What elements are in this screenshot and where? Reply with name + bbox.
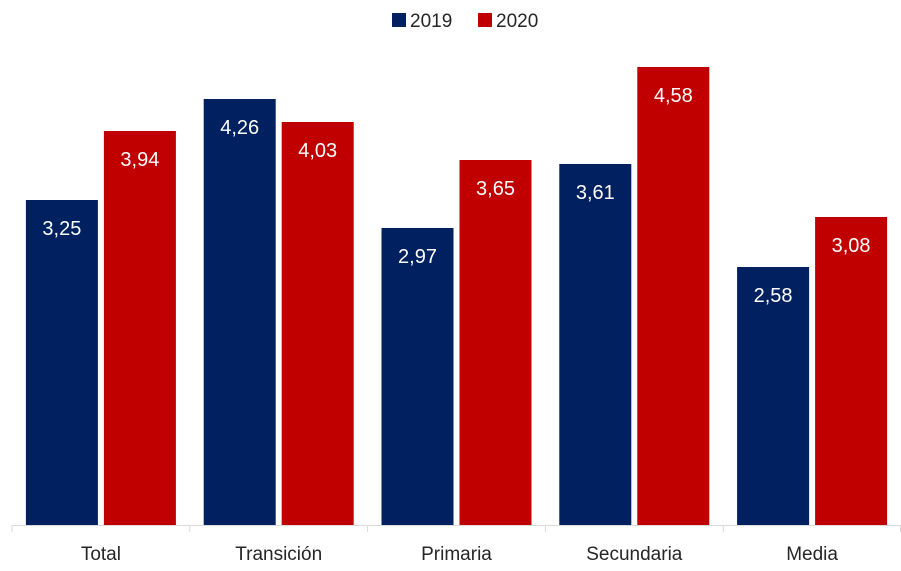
legend-swatch-2019 bbox=[392, 13, 406, 27]
category-label-3: Secundaria bbox=[586, 544, 683, 565]
legend-item-2019: 2019 bbox=[392, 11, 452, 32]
category-label-0: Total bbox=[81, 544, 121, 565]
legend: 2019 2020 bbox=[392, 11, 538, 32]
data-label-2019-2: 2,97 bbox=[398, 246, 437, 268]
data-label-2019-1: 4,26 bbox=[220, 117, 259, 139]
x-axis bbox=[11, 525, 901, 532]
legend-label-2019: 2019 bbox=[410, 11, 452, 32]
bar-2020-1 bbox=[281, 122, 354, 525]
legend-item-2020: 2020 bbox=[478, 11, 538, 32]
data-label-2020-0: 3,94 bbox=[120, 149, 159, 171]
bar-2020-4 bbox=[815, 217, 888, 525]
legend-label-2020: 2020 bbox=[496, 11, 538, 32]
bar-2019-1 bbox=[203, 99, 276, 525]
category-label-1: Transición bbox=[235, 544, 322, 565]
data-label-2020-4: 3,08 bbox=[832, 235, 871, 257]
bar-2019-2 bbox=[381, 228, 454, 525]
bar-2019-4 bbox=[737, 267, 810, 525]
category-label-4: Media bbox=[786, 544, 838, 565]
data-label-2019-3: 3,61 bbox=[576, 182, 615, 204]
category-labels: Total Transición Primaria Secundaria Media bbox=[81, 544, 839, 565]
data-label-2019-4: 2,58 bbox=[754, 285, 793, 307]
bar-2020-3 bbox=[637, 67, 710, 525]
data-label-2019-0: 3,25 bbox=[42, 218, 81, 240]
legend-swatch-2020 bbox=[478, 13, 492, 27]
data-labels: 3,25 3,94 4,26 4,03 2,97 3,65 3,61 4,58 2,58 3,08 bbox=[42, 85, 870, 307]
bar-2020-0 bbox=[103, 131, 176, 525]
data-label-2020-1: 4,03 bbox=[298, 140, 337, 162]
data-label-2020-3: 4,58 bbox=[654, 85, 693, 107]
bar-2020-2 bbox=[459, 160, 532, 525]
data-label-2020-2: 3,65 bbox=[476, 178, 515, 200]
category-label-2: Primaria bbox=[421, 544, 492, 565]
bars bbox=[25, 67, 888, 525]
bar-2019-0 bbox=[25, 200, 98, 525]
bar-2019-3 bbox=[559, 164, 632, 525]
